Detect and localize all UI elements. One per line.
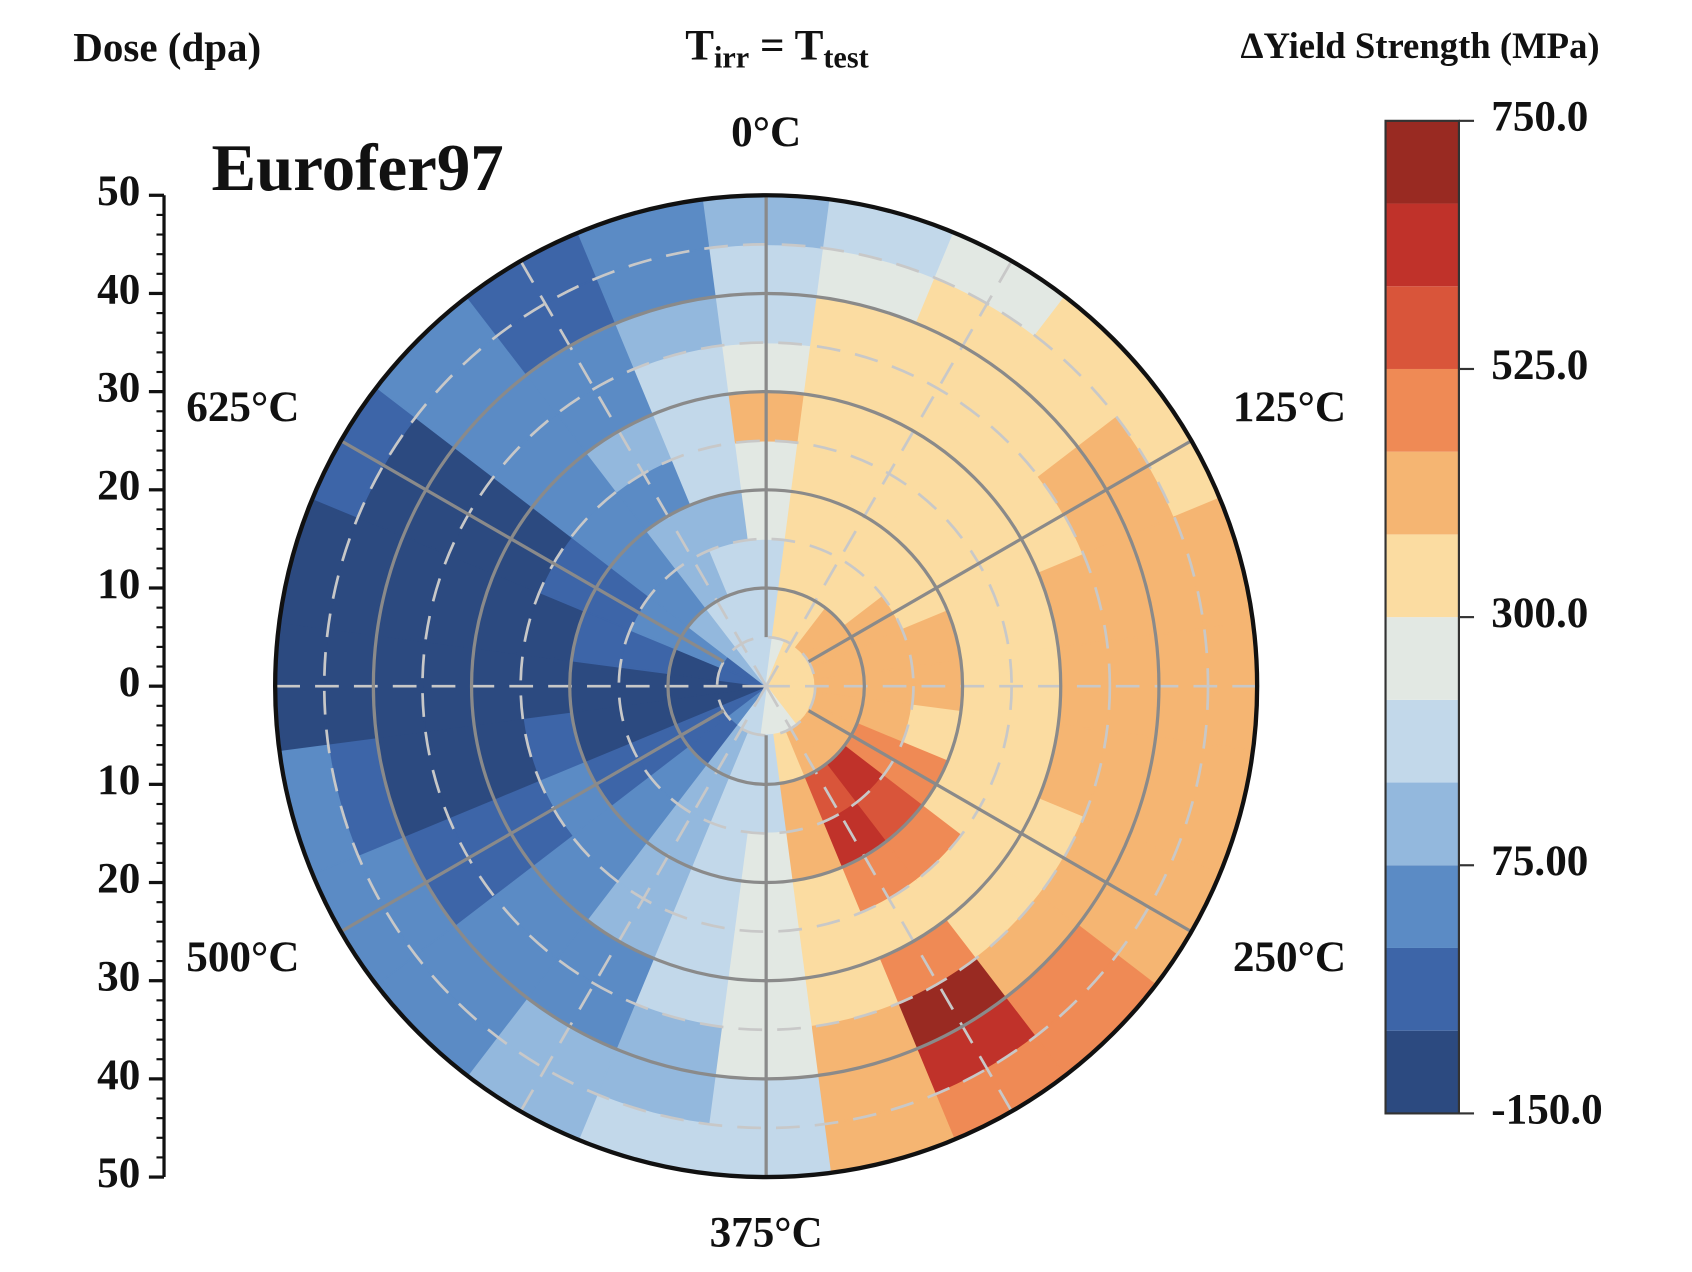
r-tick-label: 0 [119, 659, 141, 706]
title-subscript: test [823, 40, 868, 74]
theta-tick-label: 125°C [1233, 384, 1346, 431]
theta-tick-label: 0°C [731, 109, 801, 156]
colorbar-label: ΔYield Strength (MPa) [1241, 25, 1600, 66]
theta-tick-label: 375°C [710, 1209, 823, 1256]
colorbar-band [1385, 203, 1459, 287]
colorbar-band [1385, 120, 1459, 204]
colorbar-band [1385, 782, 1459, 866]
minor-grid-circle [617, 537, 915, 835]
title-part: T [685, 23, 714, 70]
title-part: = T [749, 23, 823, 70]
outer-boundary [273, 193, 1260, 1180]
title-subscript: irr [714, 40, 749, 74]
axes: 0°C 125°C 250°C 375°C 500°C 625°C 0 10 10 20 20 30 3… [97, 94, 1603, 1257]
r-tick-label: 20 [97, 855, 140, 902]
grid-spoke [807, 709, 1193, 934]
theta-tick-label: 625°C [186, 384, 299, 431]
r-tick-label: 40 [97, 266, 140, 313]
colorbar-tick-label: 75.00 [1491, 838, 1588, 885]
colorbar-band [1385, 947, 1459, 1031]
minor-grid-spoke [764, 685, 1013, 1112]
material-annotation: Eurofer97 [212, 131, 504, 205]
r-axis-label: Dose (dpa) [73, 24, 261, 70]
colorbar-band [1385, 617, 1459, 700]
r-tick-label: 40 [97, 1052, 140, 1099]
theta-tick-label: 250°C [1233, 934, 1346, 981]
colorbar-band [1385, 534, 1459, 618]
colorbar-tick-label: 525.0 [1491, 342, 1588, 389]
r-tick-label: 30 [97, 365, 140, 412]
r-tick-label: 50 [97, 1150, 140, 1197]
colorbar-tick-label: 300.0 [1491, 590, 1588, 637]
minor-grid-spoke [764, 260, 1013, 687]
minor-grid-circle [421, 341, 1112, 1032]
minor-grid-spoke [519, 685, 768, 1112]
colorbar-band [1385, 1030, 1459, 1114]
chart-title: Tirr = Ttest [685, 23, 868, 75]
r-tick-label: 50 [97, 168, 140, 215]
colorbar-band [1385, 286, 1459, 369]
minor-grid-spoke [519, 260, 768, 687]
colorbar-tick-label: 750.0 [1491, 94, 1588, 141]
r-tick-label: 30 [97, 954, 140, 1001]
r-tick-label: 10 [97, 561, 140, 608]
theta-tick-label: 500°C [186, 934, 299, 981]
colorbar-band [1385, 699, 1459, 783]
r-tick-label: 10 [97, 757, 140, 804]
grid-spoke [807, 439, 1193, 664]
grid-spoke [340, 439, 725, 664]
colorbar-band [1385, 451, 1459, 535]
grid-spoke [340, 709, 725, 934]
colorbar-band [1385, 865, 1459, 948]
colorbar-tick-label: -150.0 [1491, 1086, 1602, 1133]
r-tick-label: 20 [97, 463, 140, 510]
polar-grid [273, 193, 1260, 1180]
colorbar-band [1385, 368, 1459, 452]
